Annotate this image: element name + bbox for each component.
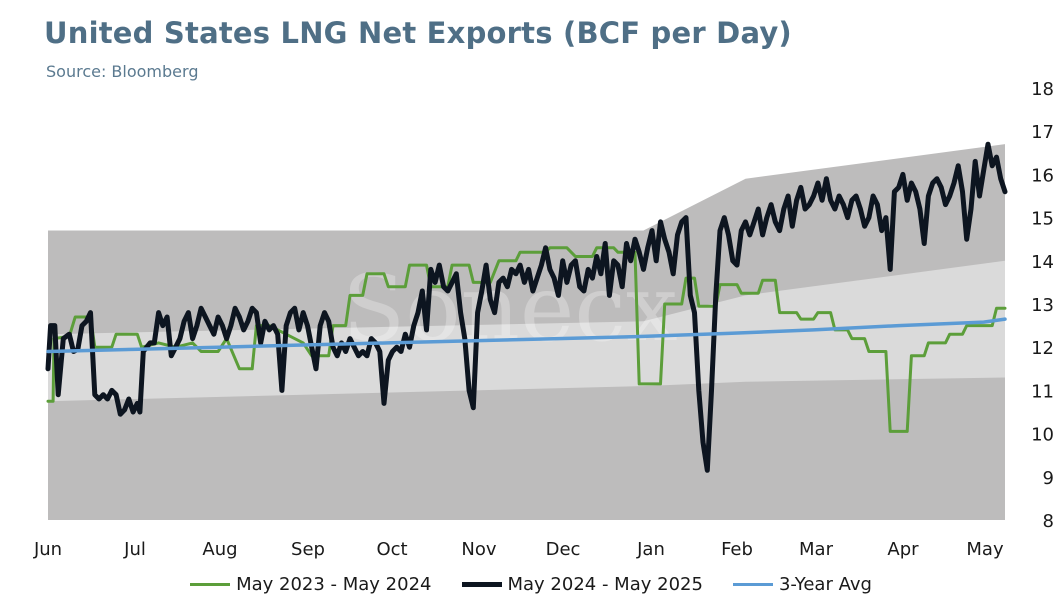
y-tick-label: 10 — [1031, 425, 1054, 446]
x-tick-label: Aug — [202, 539, 237, 560]
y-tick-label: 11 — [1031, 381, 1054, 402]
legend-item-3: 3-Year Avg — [732, 574, 872, 595]
series-lines — [45, 141, 1008, 473]
y-tick-label: 8 — [1043, 511, 1054, 532]
x-tick-label: Jun — [33, 539, 62, 560]
chart-legend: May 2023 - May 2024 May 2024 - May 2025 3-… — [0, 574, 1062, 595]
x-axis: Jun Jul Aug Sep Oct Nov Dec Jan Feb Mar Apr May — [33, 539, 1004, 560]
x-tick-label: Feb — [721, 539, 753, 560]
legend-item-1: May 2023 - May 2024 — [190, 574, 432, 595]
x-tick-label: Jan — [636, 539, 665, 560]
range-bands — [48, 144, 1005, 520]
legend-label: 3-Year Avg — [778, 574, 872, 595]
x-tick-label: Nov — [461, 539, 496, 560]
legend-swatch — [732, 583, 773, 586]
legend-swatch — [461, 582, 502, 587]
series-line-1 — [46, 246, 1007, 433]
y-tick-label: 9 — [1043, 468, 1054, 489]
legend-label: May 2024 - May 2025 — [507, 574, 703, 595]
y-tick-label: 14 — [1031, 252, 1054, 273]
x-tick-label: May — [966, 539, 1004, 560]
y-tick-label: 17 — [1031, 122, 1054, 143]
y-tick-label: 13 — [1031, 295, 1054, 316]
legend-item-2: May 2024 - May 2025 — [461, 574, 703, 595]
x-tick-label: Apr — [887, 539, 919, 560]
series-line-2 — [45, 141, 1008, 473]
legend-swatch — [190, 583, 231, 586]
y-tick-label: 18 — [1031, 79, 1054, 100]
x-tick-label: Oct — [376, 539, 407, 560]
chart-title: United States LNG Net Exports (BCF per D… — [44, 16, 792, 50]
x-tick-label: Sep — [291, 539, 325, 560]
y-axis: 8 9 10 11 12 13 14 15 16 17 18 — [1031, 79, 1054, 532]
y-tick-label: 16 — [1031, 165, 1054, 186]
y-tick-label: 15 — [1031, 209, 1054, 230]
chart-source: Source: Bloomberg — [46, 62, 199, 81]
x-tick-label: Dec — [546, 539, 581, 560]
x-tick-label: Mar — [799, 539, 834, 560]
x-tick-label: Jul — [123, 539, 146, 560]
series-line-3 — [46, 317, 1007, 354]
y-tick-label: 12 — [1031, 338, 1054, 359]
legend-label: May 2023 - May 2024 — [236, 574, 432, 595]
inner-range-band — [48, 260, 1005, 402]
